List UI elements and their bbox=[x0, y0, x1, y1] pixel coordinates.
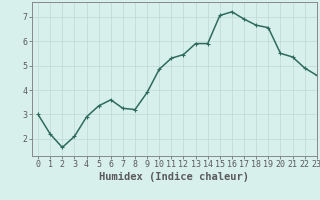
X-axis label: Humidex (Indice chaleur): Humidex (Indice chaleur) bbox=[100, 172, 249, 182]
